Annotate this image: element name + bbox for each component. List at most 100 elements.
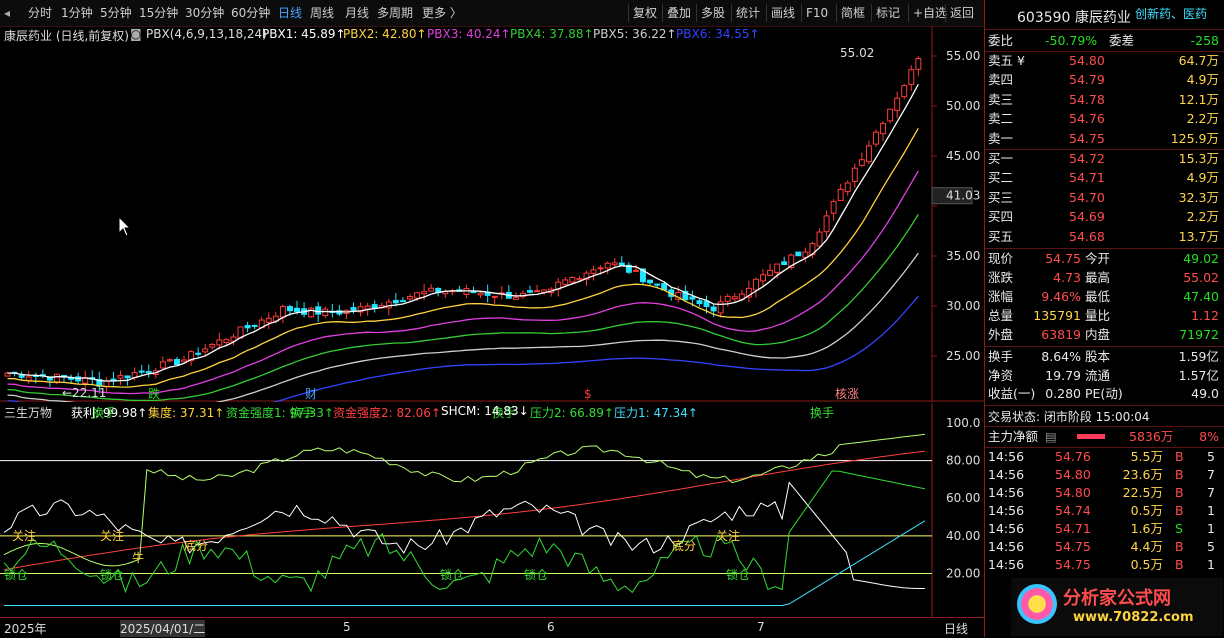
toolbar-button-5[interactable]: F10: [806, 6, 829, 20]
quote-panel: 603590 康辰药业 创新药、医药 委比 -50.79% 委差 -258 卖五 ¥ 54.8…: [984, 0, 1224, 637]
ask-row[interactable]: 卖四 54.79 4.9万: [985, 71, 1221, 89]
candle-body: [117, 375, 124, 379]
indicator-name: PBX(4,6,9,13,18,24): [146, 27, 267, 41]
signal-annotation: 关注: [12, 528, 36, 543]
bid-row[interactable]: 买五 54.68 13.7万: [985, 228, 1221, 246]
date-label-3: 6: [547, 620, 555, 634]
stat-value: 8.64%: [1041, 349, 1081, 364]
candle-body: [767, 269, 774, 276]
tab-0[interactable]: 分时: [28, 6, 53, 20]
kline-canvas[interactable]: 55.02 ←22.11 跌 财 $ 核涨 55.00 50.00 45.00 41.03 35.0…: [0, 26, 984, 402]
tab-10[interactable]: 更多 〉: [422, 6, 462, 20]
weicha-value: -258: [1190, 33, 1219, 48]
price-axis-label: 45.00: [946, 149, 980, 163]
candle-body: [53, 373, 60, 384]
back-icon[interactable]: ◂: [4, 6, 11, 20]
candle-body: [491, 295, 498, 298]
indicator-chart[interactable]: 100.0 80.00 60.00 40.00 20.00 换手 换手 换手 换手 关注 关注牛 底分…: [0, 403, 984, 617]
ask-row[interactable]: 卖五 ¥ 54.80 64.7万: [985, 52, 1221, 70]
stat-label: 流通: [1085, 367, 1111, 383]
tab-3[interactable]: 15分钟: [139, 6, 179, 20]
bid-row[interactable]: 买二 54.71 4.9万: [985, 169, 1221, 187]
shcm-line: [3, 481, 925, 589]
level-label: 卖四: [988, 72, 1014, 88]
level-price: 54.80: [1069, 53, 1105, 68]
level-price: 54.70: [1069, 189, 1105, 205]
candle-body: [414, 292, 421, 299]
low-price-label: ←22.11: [62, 386, 106, 400]
stat-label: 量比: [1085, 308, 1111, 323]
bid-row[interactable]: 买一 54.72 15.3万: [985, 150, 1221, 168]
ind-axis-label: 40.00: [946, 529, 980, 543]
tab-2[interactable]: 5分钟: [100, 6, 132, 20]
event-marker[interactable]: $: [584, 387, 592, 401]
level-volume: 2.2万: [1186, 111, 1219, 127]
tick-count: 7: [1207, 466, 1215, 482]
tick-volume: 22.5万: [1122, 484, 1163, 500]
event-marker[interactable]: 核涨: [835, 386, 859, 401]
list-icon[interactable]: ▤: [1045, 428, 1057, 444]
stat-value: 49.02: [1183, 251, 1219, 266]
candle-body: [760, 274, 766, 282]
event-marker[interactable]: 财: [305, 387, 317, 401]
tab-7[interactable]: 周线: [310, 6, 335, 20]
candle-body: [308, 307, 315, 318]
candle-body: [597, 267, 604, 270]
toolbar-button-2[interactable]: 多股: [701, 6, 726, 20]
toolbar-divider: [945, 4, 946, 22]
signal-annotation: 锁仓: [4, 567, 28, 582]
price-axis-label: 41.03: [946, 189, 980, 203]
tab-9[interactable]: 多周期: [377, 6, 414, 20]
toolbar-button-4[interactable]: 画线: [771, 6, 796, 20]
toolbar-button-3[interactable]: 统计: [736, 6, 761, 20]
bid-row[interactable]: 买三 54.70 32.3万: [985, 189, 1221, 207]
signal-annotation: 底分: [184, 538, 208, 553]
bid-row[interactable]: 买四 54.69 2.2万: [985, 208, 1221, 226]
level-price: 54.68: [1069, 228, 1105, 244]
toolbar-button-7[interactable]: 标记: [876, 6, 901, 20]
candle-body: [512, 296, 519, 300]
flower-icon: [1017, 584, 1057, 624]
signal-annotation: 换手: [492, 406, 516, 420]
stat-label: 现价: [988, 251, 1014, 266]
ind-axis-label: 60.00: [946, 491, 980, 505]
settings-icon[interactable]: ◙: [130, 27, 142, 41]
level-price: 54.76: [1069, 111, 1105, 127]
tab-4[interactable]: 30分钟: [185, 6, 225, 20]
level-volume: 4.9万: [1186, 72, 1219, 88]
tab-5[interactable]: 60分钟: [231, 6, 271, 20]
ask-row[interactable]: 卖三 54.78 12.1万: [985, 91, 1221, 109]
toolbar-button-0[interactable]: 复权: [633, 6, 658, 20]
price-axis-label: 55.00: [946, 49, 980, 63]
main-flow-row[interactable]: 主力净额 ▤ 5836万 8%: [985, 428, 1221, 446]
tab-8[interactable]: 月线: [345, 6, 370, 20]
tick-volume: 4.4万: [1130, 538, 1163, 554]
toolbar-button-9[interactable]: 返回: [950, 6, 975, 20]
kline-chart[interactable]: 康辰药业 (日线,前复权) ◙ PBX(4,6,9,13,18,24) PBX1…: [0, 26, 984, 402]
event-marker[interactable]: 跌: [148, 386, 160, 401]
tab-6[interactable]: 日线: [278, 6, 303, 20]
pbx-line-3: [7, 170, 919, 395]
date-label-0: 2025年: [4, 622, 47, 636]
candle-body: [166, 359, 173, 362]
tab-1[interactable]: 1分钟: [61, 6, 93, 20]
toolbar-divider: [766, 4, 767, 22]
ask-row[interactable]: 卖二 54.76 2.2万: [985, 110, 1221, 128]
stat-row: 总量 135791 量比 1.12: [985, 307, 1221, 325]
toolbar-button-6[interactable]: 简框: [841, 6, 866, 20]
tick-time: 14:56: [988, 520, 1025, 536]
stock-tags[interactable]: 创新药、医药: [1135, 7, 1208, 21]
candle-body: [625, 264, 632, 273]
level-volume: 13.7万: [1178, 228, 1219, 244]
toolbar-button-1[interactable]: 叠加: [667, 6, 692, 20]
date-axis: 2025年 2025/04/01/二 5 6 7 日线: [0, 617, 984, 638]
date-label-1: 2025/04/01/二: [120, 620, 206, 637]
tick-time: 14:56: [988, 448, 1025, 464]
candle-body: [745, 287, 752, 298]
pbx-legend-6: PBX6: 34.55↑: [676, 27, 760, 41]
toolbar-button-8[interactable]: +自选: [913, 6, 948, 20]
candle-body: [421, 291, 428, 295]
ask-row[interactable]: 卖一 54.75 125.9万: [985, 130, 1221, 148]
stat-value: 1.59亿: [1178, 349, 1219, 364]
